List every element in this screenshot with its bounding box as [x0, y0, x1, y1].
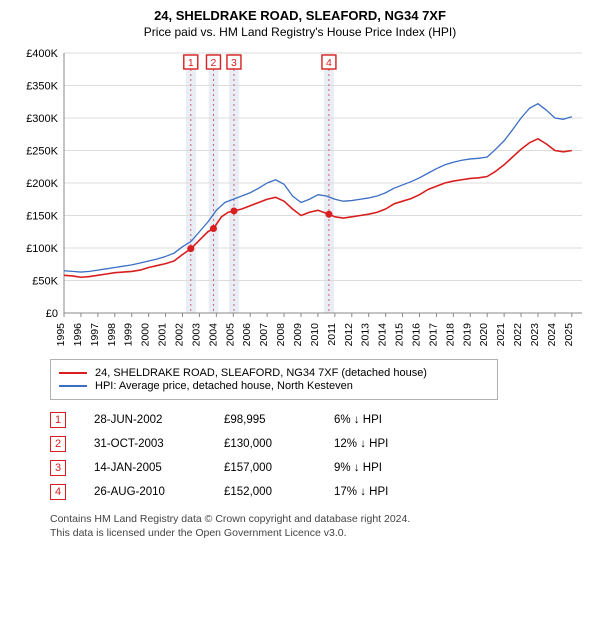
svg-text:2006: 2006	[241, 323, 253, 347]
transaction-date: 26-AUG-2010	[94, 486, 224, 498]
svg-text:£300K: £300K	[26, 113, 58, 125]
transaction-price: £152,000	[224, 486, 334, 498]
svg-text:2025: 2025	[563, 323, 575, 347]
footer-line2: This data is licensed under the Open Gov…	[50, 526, 590, 540]
legend-label: HPI: Average price, detached house, Nort…	[95, 380, 353, 392]
svg-text:£250K: £250K	[26, 146, 58, 158]
legend-row: HPI: Average price, detached house, Nort…	[59, 380, 489, 392]
price-chart: £0 £50K £100K £150K £200K £250K £300K £350K £400…	[10, 45, 590, 355]
svg-text:2023: 2023	[529, 323, 541, 347]
transaction-row: 2 31-OCT-2003£130,00012% ↓ HPI	[50, 432, 590, 456]
svg-text:2013: 2013	[360, 323, 372, 347]
svg-text:2015: 2015	[394, 323, 406, 347]
transaction-marker: 2	[50, 436, 66, 452]
svg-text:2003: 2003	[190, 323, 202, 347]
transaction-diff: 6% ↓ HPI	[334, 414, 414, 426]
svg-text:4: 4	[326, 57, 332, 69]
svg-text:2001: 2001	[157, 323, 169, 347]
svg-text:2020: 2020	[478, 323, 490, 347]
transactions-table: 128-JUN-2002£98,9956% ↓ HPI231-OCT-2003£…	[50, 408, 590, 504]
svg-text:1: 1	[188, 57, 194, 69]
svg-text:3: 3	[231, 57, 237, 69]
svg-text:1997: 1997	[89, 323, 101, 347]
transaction-marker: 4	[50, 484, 66, 500]
svg-text:2004: 2004	[207, 323, 219, 347]
transaction-date: 14-JAN-2005	[94, 462, 224, 474]
footer-attribution: Contains HM Land Registry data © Crown c…	[50, 512, 590, 540]
svg-text:2000: 2000	[140, 323, 152, 347]
transaction-price: £130,000	[224, 438, 334, 450]
chart-title-line1: 24, SHELDRAKE ROAD, SLEAFORD, NG34 7XF	[10, 8, 590, 23]
svg-text:2008: 2008	[275, 323, 287, 347]
chart-title-line2: Price paid vs. HM Land Registry's House …	[10, 25, 590, 39]
svg-text:£350K: £350K	[26, 81, 58, 93]
transaction-date: 28-JUN-2002	[94, 414, 224, 426]
legend-swatch	[59, 372, 87, 374]
svg-text:2009: 2009	[292, 323, 304, 347]
svg-text:2022: 2022	[512, 323, 524, 347]
svg-text:2018: 2018	[444, 323, 456, 347]
transaction-row: 1 28-JUN-2002£98,9956% ↓ HPI	[50, 408, 590, 432]
legend: 24, SHELDRAKE ROAD, SLEAFORD, NG34 7XF (…	[50, 359, 498, 400]
legend-label: 24, SHELDRAKE ROAD, SLEAFORD, NG34 7XF (…	[95, 367, 427, 379]
transaction-diff: 12% ↓ HPI	[334, 438, 414, 450]
svg-text:2016: 2016	[410, 323, 422, 347]
svg-text:£0: £0	[46, 308, 58, 320]
svg-text:£400K: £400K	[26, 48, 58, 60]
svg-text:2010: 2010	[309, 323, 321, 347]
svg-text:2011: 2011	[326, 323, 338, 346]
svg-text:2005: 2005	[224, 323, 236, 347]
legend-swatch	[59, 385, 87, 387]
svg-text:2012: 2012	[343, 323, 355, 347]
svg-text:2024: 2024	[546, 323, 558, 347]
transaction-price: £157,000	[224, 462, 334, 474]
transaction-date: 31-OCT-2003	[94, 438, 224, 450]
svg-text:2017: 2017	[427, 323, 439, 347]
svg-text:2007: 2007	[258, 323, 270, 347]
svg-text:1999: 1999	[123, 323, 135, 347]
svg-text:2002: 2002	[173, 323, 185, 347]
transaction-row: 3 14-JAN-2005£157,0009% ↓ HPI	[50, 456, 590, 480]
svg-text:2019: 2019	[461, 323, 473, 347]
svg-text:1998: 1998	[106, 323, 118, 347]
svg-text:2021: 2021	[495, 323, 507, 347]
svg-text:£100K: £100K	[26, 243, 58, 255]
svg-text:1996: 1996	[72, 323, 84, 347]
svg-text:£150K: £150K	[26, 211, 58, 223]
transaction-row: 4 26-AUG-2010£152,00017% ↓ HPI	[50, 480, 590, 504]
transaction-marker: 3	[50, 460, 66, 476]
svg-text:£50K: £50K	[32, 276, 58, 288]
transaction-price: £98,995	[224, 414, 334, 426]
transaction-diff: 17% ↓ HPI	[334, 486, 414, 498]
transaction-diff: 9% ↓ HPI	[334, 462, 414, 474]
transaction-marker: 1	[50, 412, 66, 428]
footer-line1: Contains HM Land Registry data © Crown c…	[50, 512, 590, 526]
svg-text:2014: 2014	[377, 323, 389, 347]
svg-text:1995: 1995	[55, 323, 67, 347]
legend-row: 24, SHELDRAKE ROAD, SLEAFORD, NG34 7XF (…	[59, 367, 489, 379]
svg-text:£200K: £200K	[26, 178, 58, 190]
svg-text:2: 2	[211, 57, 217, 69]
